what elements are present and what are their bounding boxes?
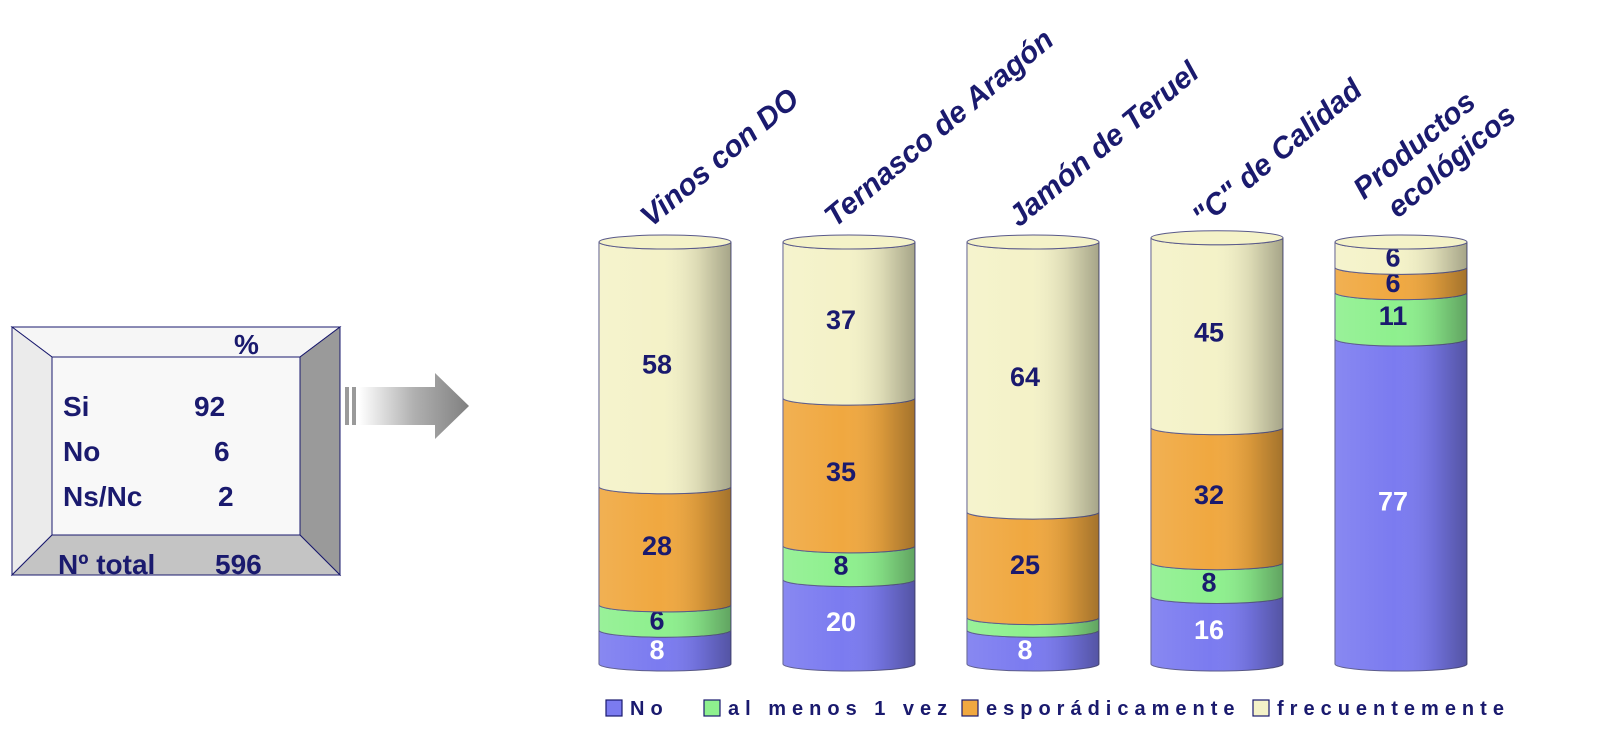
- bar-shade-1-2: [599, 604, 731, 638]
- legend-swatch-4: [1252, 699, 1270, 717]
- data-label-5-3: 6: [1385, 268, 1400, 298]
- bar-shade-1-4: [599, 242, 731, 494]
- bar-top-cap-5: [1334, 234, 1468, 250]
- bar-shade-5-3: [1335, 267, 1467, 300]
- summary-value-no: 6: [214, 436, 230, 467]
- category-label-4: "C" de Calidad: [1186, 73, 1369, 234]
- data-label-4-3: 32: [1194, 480, 1224, 510]
- data-label-4-1: 16: [1194, 615, 1224, 645]
- legend-swatch-3: [961, 699, 979, 717]
- data-label-2-1: 20: [826, 607, 856, 637]
- arrow-right-icon: [345, 373, 469, 439]
- data-label-5-4: 6: [1385, 243, 1400, 273]
- bar-top-cap-4: [1150, 230, 1284, 246]
- bar-shade-2-4: [783, 242, 915, 406]
- bar-shade-4-1: [1151, 596, 1283, 671]
- legend-item-1: No: [605, 698, 669, 720]
- legend-item-4: frecuentemente: [1252, 698, 1510, 720]
- bar-4: 16 8 32 45: [1150, 230, 1284, 672]
- category-label-3: Jamón de Teruel: [1002, 55, 1205, 233]
- bar-shade-3-1: [967, 630, 1099, 671]
- data-label-5-1: 77: [1378, 487, 1408, 517]
- bar-shade-5-1: [1335, 339, 1467, 671]
- data-label-3-1: 8: [1017, 635, 1032, 665]
- bar-shade-2-3: [783, 398, 915, 553]
- bar-shade-3-3: [967, 512, 1099, 625]
- bar-shade-4-3: [1151, 427, 1283, 570]
- bar-shade-2-2: [783, 545, 915, 587]
- summary-label-nsnc: Ns/Nc: [63, 481, 143, 512]
- data-label-1-1: 8: [649, 635, 664, 665]
- summary-total-label: Nº total: [58, 549, 156, 580]
- bar-shade-3-2: [967, 617, 1099, 638]
- summary-total-value: 596: [215, 549, 262, 580]
- bar-shade-4-4: [1151, 237, 1283, 435]
- bar-shade-5-4: [1335, 242, 1467, 275]
- data-label-3-3: 25: [1010, 550, 1040, 580]
- legend-swatch-2: [703, 699, 721, 717]
- data-label-1-3: 28: [642, 531, 672, 561]
- legend-swatch-1: [605, 699, 623, 717]
- summary-value-si: 92: [194, 391, 226, 422]
- summary-label-si: Si: [63, 391, 90, 422]
- bar-shade-5-2: [1335, 292, 1467, 347]
- bar-shade-1-1: [599, 630, 731, 671]
- data-label-1-2: 6: [649, 606, 664, 636]
- bar-top-cap-2: [782, 234, 916, 250]
- bar-shade-3-4: [967, 242, 1099, 520]
- category-label-5: Productosecológicos: [1347, 71, 1522, 234]
- data-label-2-3: 35: [826, 457, 856, 487]
- legend-label-4: frecuentemente: [1277, 698, 1510, 720]
- legend-label-3: esporádicamente: [986, 698, 1241, 720]
- summary-box: % Si 92 No 6 Ns/Nc 2 Nº total 596: [10, 325, 350, 597]
- category-label-1: Vinos con DO: [634, 82, 805, 233]
- data-label-3-4: 64: [1010, 362, 1040, 392]
- legend-item-3: esporádicamente: [961, 698, 1241, 720]
- bar-shade-2-1: [783, 579, 915, 671]
- summary-label-no: No: [63, 436, 101, 467]
- bar-top-cap-1: [598, 234, 732, 250]
- data-label-1-4: 58: [642, 349, 672, 379]
- legend: No al menos 1 vez esporádicamente frecuente…: [605, 698, 1510, 720]
- summary-header: %: [234, 329, 259, 360]
- bar-2: 20 8 35 37: [782, 234, 916, 672]
- bar-shade-4-2: [1151, 562, 1283, 604]
- data-label-2-4: 37: [826, 305, 856, 335]
- summary-value-nsnc: 2: [218, 481, 234, 512]
- bar-shade-1-3: [599, 486, 731, 612]
- bar-3: 8 25 64: [966, 234, 1100, 672]
- data-label-2-2: 8: [833, 551, 848, 581]
- legend-label-1: No: [630, 698, 669, 720]
- legend-item-2: al menos 1 vez: [703, 698, 953, 720]
- data-label-4-4: 45: [1194, 318, 1224, 348]
- legend-label-2: al menos 1 vez: [728, 698, 953, 720]
- summary-box-frame: [10, 326, 342, 577]
- data-label-5-2: 11: [1379, 301, 1408, 331]
- data-label-4-2: 8: [1201, 568, 1216, 598]
- bar-top-cap-3: [966, 234, 1100, 250]
- bar-1: 86 28 58: [598, 234, 732, 672]
